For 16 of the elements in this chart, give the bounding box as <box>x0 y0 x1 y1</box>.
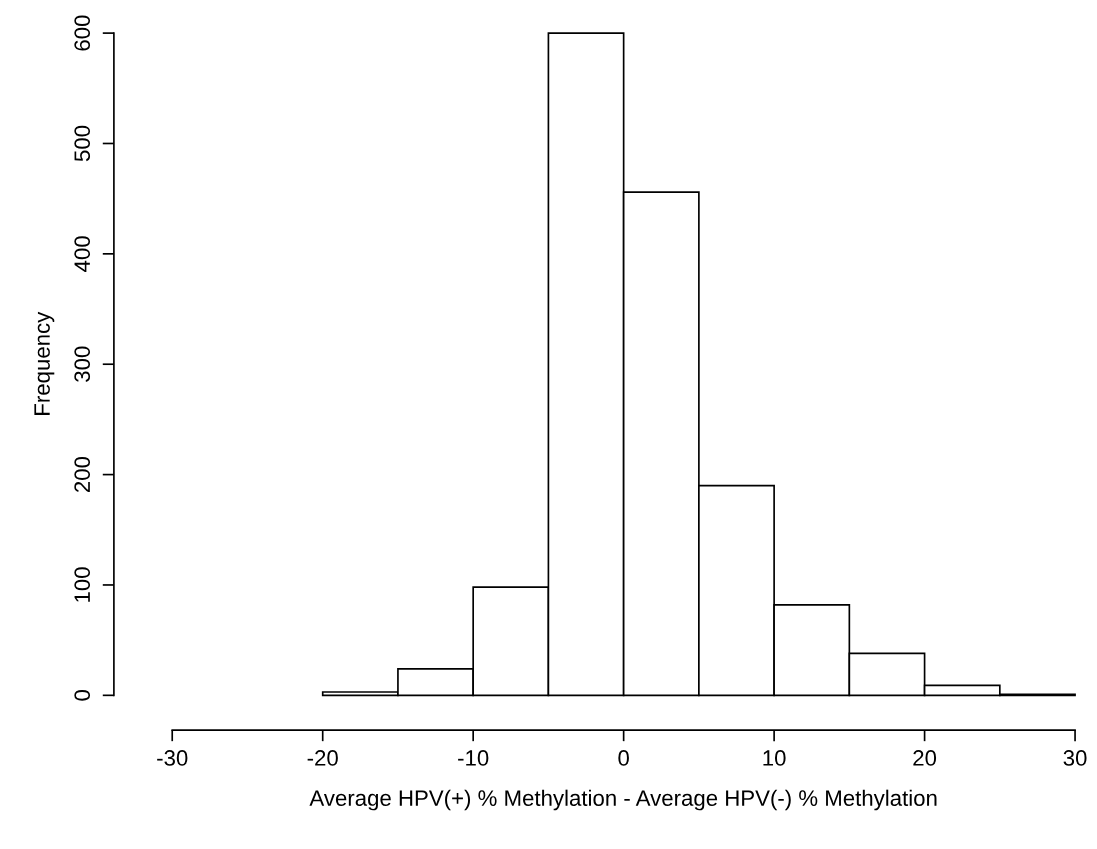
y-tick-label: 500 <box>74 125 91 162</box>
x-tick-label: -20 <box>307 750 338 766</box>
y-tick-label: 200 <box>74 456 91 493</box>
y-tick-label: 100 <box>74 567 91 602</box>
x-axis-title: Average HPV(+) % Methylation - Average HPV(-) % Methylation <box>309 789 937 811</box>
y-tick-label: 0 <box>74 690 91 701</box>
x-tick-label: -10 <box>458 750 489 766</box>
y-tick-label: 600 <box>74 15 91 51</box>
y-tick-label: 300 <box>74 346 91 382</box>
x-tick-label: 30 <box>1063 750 1087 766</box>
x-tick-label: 10 <box>763 750 786 766</box>
y-axis-title: Frequency <box>34 311 55 415</box>
x-tick-label: -30 <box>157 750 188 766</box>
y-tick-label: 400 <box>74 236 91 272</box>
x-tick-label: 20 <box>913 750 937 766</box>
x-tick-label: 0 <box>618 750 629 766</box>
